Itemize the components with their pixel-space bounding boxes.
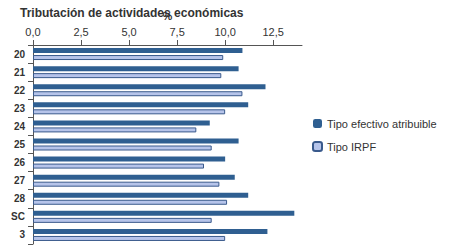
svg-text:27: 27 xyxy=(14,175,26,186)
svg-text:28: 28 xyxy=(14,193,26,204)
svg-text:Tipo IRPF: Tipo IRPF xyxy=(327,141,376,153)
svg-text:12,5: 12,5 xyxy=(262,26,283,38)
svg-text:Tributación de actividades eco: Tributación de actividades económicas xyxy=(20,6,244,20)
svg-text:0,0: 0,0 xyxy=(25,26,40,38)
svg-text:5,0: 5,0 xyxy=(121,26,136,38)
svg-text:25: 25 xyxy=(14,139,26,150)
svg-text:2,5: 2,5 xyxy=(73,26,88,38)
svg-text:22: 22 xyxy=(14,85,26,96)
svg-text:SC: SC xyxy=(11,211,25,222)
svg-text:24: 24 xyxy=(14,121,26,132)
svg-text:3: 3 xyxy=(19,229,25,240)
svg-text:21: 21 xyxy=(14,67,26,78)
svg-text:20: 20 xyxy=(14,49,26,60)
svg-text:Tipo efectivo atribuible: Tipo efectivo atribuible xyxy=(327,118,437,130)
svg-text:10,0: 10,0 xyxy=(214,26,235,38)
svg-text:23: 23 xyxy=(14,103,26,114)
svg-text:7,5: 7,5 xyxy=(169,26,184,38)
svg-text:26: 26 xyxy=(14,157,26,168)
